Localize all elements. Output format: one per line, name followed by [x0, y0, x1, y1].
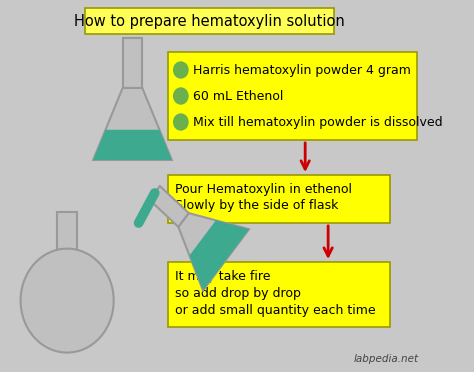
Text: so add drop by drop: so add drop by drop	[175, 287, 301, 300]
Text: 60 mL Ethenol: 60 mL Ethenol	[193, 90, 284, 103]
FancyBboxPatch shape	[168, 262, 390, 327]
FancyBboxPatch shape	[168, 175, 390, 223]
Polygon shape	[149, 186, 189, 227]
Polygon shape	[93, 130, 172, 160]
Text: How to prepare hematoxylin solution: How to prepare hematoxylin solution	[74, 13, 345, 29]
Bar	[123, 38, 142, 88]
Circle shape	[20, 248, 114, 353]
Text: Pour Hematoxylin in ethenol: Pour Hematoxylin in ethenol	[175, 183, 353, 196]
Circle shape	[173, 114, 188, 130]
Bar	[57, 212, 77, 272]
Text: or add small quantity each time: or add small quantity each time	[175, 304, 376, 317]
FancyBboxPatch shape	[168, 52, 417, 140]
Circle shape	[173, 62, 188, 78]
Text: Mix till hematoxylin powder is dissolved: Mix till hematoxylin powder is dissolved	[193, 115, 443, 128]
Polygon shape	[178, 213, 249, 291]
Polygon shape	[93, 88, 172, 160]
Text: Harris hematoxylin powder 4 gram: Harris hematoxylin powder 4 gram	[193, 64, 411, 77]
Text: Slowly by the side of flask: Slowly by the side of flask	[175, 199, 339, 212]
Polygon shape	[190, 220, 249, 291]
Circle shape	[173, 88, 188, 104]
FancyBboxPatch shape	[85, 8, 334, 34]
Text: labpedia.net: labpedia.net	[354, 354, 419, 364]
Text: It may take fire: It may take fire	[175, 270, 271, 283]
